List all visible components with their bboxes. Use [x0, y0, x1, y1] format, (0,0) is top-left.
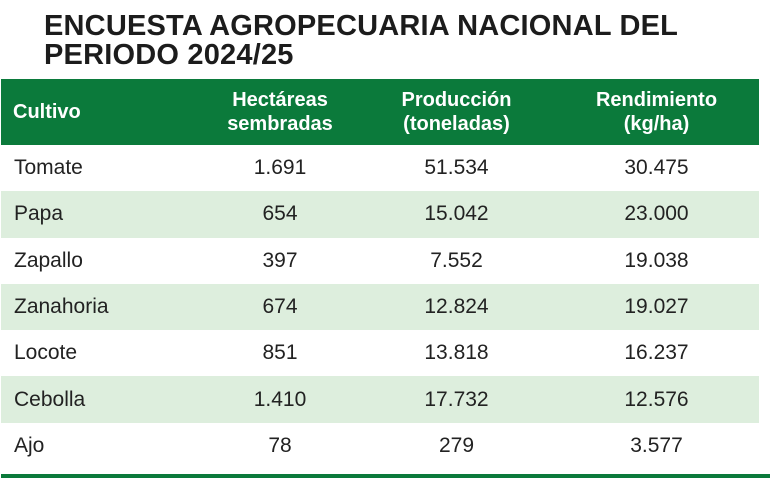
- cell-rendimiento: 19.027: [624, 295, 689, 319]
- cell-hectareas: 397: [262, 248, 298, 272]
- cell-hectareas: 1.410: [253, 387, 307, 411]
- cell-hectareas: 674: [262, 295, 298, 319]
- cell-hectareas: 1.691: [253, 156, 307, 180]
- cell-produccion: 12.824: [424, 295, 489, 319]
- cell-rendimiento: 19.038: [624, 248, 689, 272]
- cell-hectareas: 78: [268, 433, 292, 457]
- cell-rendimiento: 30.475: [624, 156, 689, 180]
- table-row: Zanahoria 674 12.824 19.027: [1, 283, 759, 331]
- cell-produccion: 13.818: [424, 341, 489, 365]
- header-row: Cultivo Hectáreas sembradas Producción (…: [1, 79, 759, 145]
- header-hectareas-line2: sembradas: [227, 113, 333, 135]
- cell-produccion: 15.042: [424, 202, 489, 226]
- cell-cultivo: Zanahoria: [14, 295, 109, 319]
- header-cultivo: Cultivo: [1, 79, 201, 145]
- cell-hectareas: 654: [262, 202, 298, 226]
- table-row: Ajo 78 279 3.577: [1, 422, 759, 470]
- cell-rendimiento: 12.576: [624, 387, 689, 411]
- header-produccion-line2: (toneladas): [403, 113, 510, 135]
- table-header: Cultivo Hectáreas sembradas Producción (…: [1, 79, 759, 145]
- header-rendimiento-line2: (kg/ha): [623, 113, 690, 135]
- table-row: Tomate 1.691 51.534 30.475: [1, 145, 759, 192]
- cell-cultivo: Zapallo: [14, 248, 83, 272]
- cell-produccion: 17.732: [424, 387, 489, 411]
- table-row: Locote 851 13.818 16.237: [1, 330, 759, 377]
- table-row: Papa 654 15.042 23.000: [1, 191, 759, 238]
- bottom-divider: [1, 474, 770, 478]
- header-produccion: Producción (toneladas): [359, 79, 554, 145]
- cell-cultivo: Ajo: [14, 433, 45, 457]
- header-produccion-line1: Producción: [401, 89, 512, 111]
- header-rendimiento: Rendimiento (kg/ha): [554, 79, 759, 145]
- header-cultivo-label: Cultivo: [13, 101, 81, 123]
- crop-survey-table: Cultivo Hectáreas sembradas Producción (…: [1, 79, 759, 470]
- header-hectareas-line1: Hectáreas: [232, 89, 328, 111]
- page-title: ENCUESTA AGROPECUARIA NACIONAL DEL PERIO…: [44, 10, 678, 71]
- header-hectareas: Hectáreas sembradas: [201, 79, 359, 145]
- cell-rendimiento: 3.577: [630, 433, 683, 457]
- cell-produccion: 7.552: [430, 248, 483, 272]
- cell-rendimiento: 16.237: [624, 341, 689, 365]
- cell-produccion: 51.534: [424, 156, 489, 180]
- table-body: Tomate 1.691 51.534 30.475 Papa 654 15.0…: [1, 145, 759, 470]
- header-rendimiento-line1: Rendimiento: [595, 89, 718, 111]
- cell-hectareas: 851: [262, 341, 298, 365]
- cell-cultivo: Cebolla: [14, 387, 86, 411]
- cell-cultivo: Papa: [14, 202, 64, 226]
- cell-rendimiento: 23.000: [624, 202, 689, 226]
- table-row: Zapallo 397 7.552 19.038: [1, 237, 759, 284]
- cell-produccion: 279: [438, 433, 475, 457]
- table-row: Cebolla 1.410 17.732 12.576: [1, 376, 759, 423]
- crop-survey-table-container: Cultivo Hectáreas sembradas Producción (…: [1, 79, 759, 470]
- cell-cultivo: Tomate: [14, 156, 83, 180]
- cell-cultivo: Locote: [14, 341, 78, 365]
